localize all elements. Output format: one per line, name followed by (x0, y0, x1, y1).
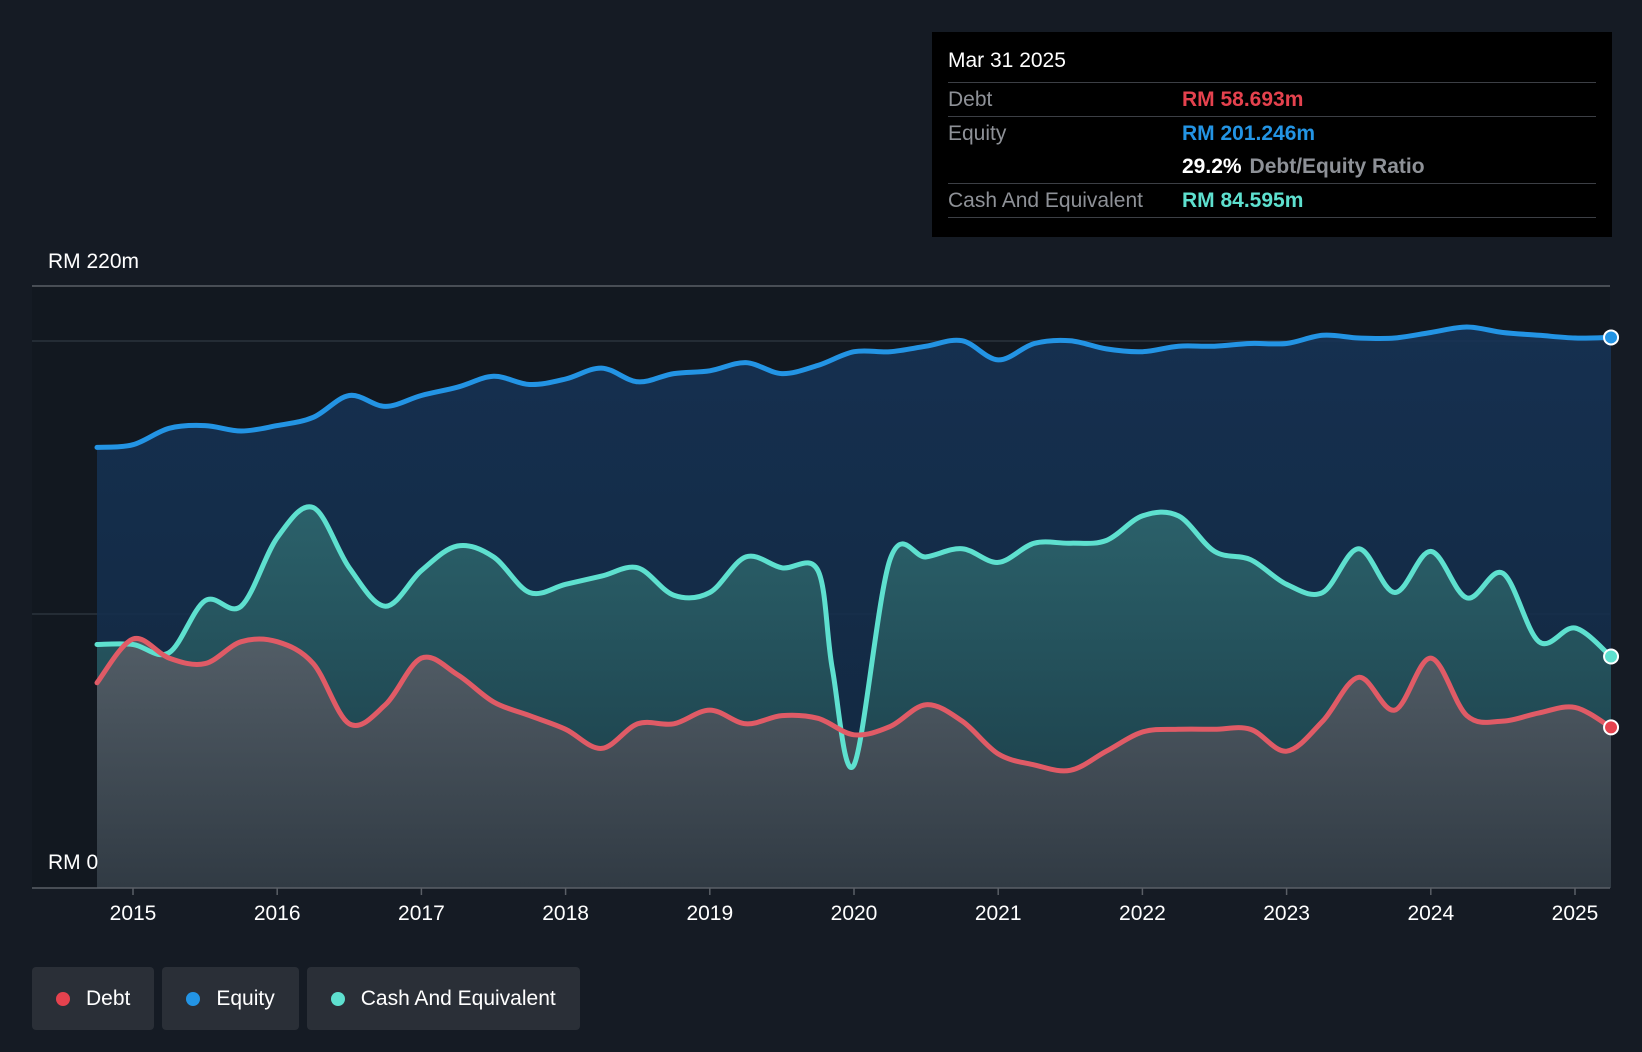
tooltip-debt-value: RM 58.693m (1182, 88, 1304, 111)
cash-and-equivalent-line (94, 504, 1614, 770)
equity-line (94, 324, 1614, 450)
x-tick-label: 2017 (398, 902, 445, 925)
tooltip-cash-row: Cash And Equivalent RM 84.595m (948, 183, 1596, 218)
chart-legend: Debt Equity Cash And Equivalent (32, 967, 588, 1030)
tooltip-cash-value: RM 84.595m (1182, 189, 1304, 212)
tooltip-equity-value: RM 201.246m (1182, 122, 1316, 145)
x-tick-label: 2018 (542, 902, 589, 925)
tooltip-debt-row: Debt RM 58.693m (948, 82, 1596, 116)
tooltip-equity-label: Equity (948, 122, 1007, 145)
legend-cash-label: Cash And Equivalent (360, 986, 556, 1010)
x-tick-label: 2016 (254, 902, 301, 925)
x-tick-label: 2015 (110, 902, 157, 925)
legend-debt-label: Debt (86, 986, 131, 1010)
legend-item-equity[interactable]: Equity (162, 967, 299, 1030)
x-tick-label: 2019 (686, 902, 733, 925)
x-tick-label: 2024 (1407, 902, 1454, 925)
x-tick-label: 2023 (1263, 902, 1310, 925)
tooltip-cash-label: Cash And Equivalent (948, 189, 1143, 212)
tooltip-ratio-spacer (948, 150, 1182, 183)
tooltip-ratio-label: Debt/Equity Ratio (1249, 155, 1425, 178)
x-tick-label: 2021 (975, 902, 1022, 925)
debt-dot-icon (56, 991, 70, 1006)
y-axis-bottom-label: RM 0 (48, 851, 99, 874)
tooltip-date: Mar 31 2025 (948, 49, 1066, 72)
cash-and-equivalent-end-point[interactable] (1603, 648, 1620, 665)
equity-end-point[interactable] (1603, 329, 1620, 346)
legend-item-cash[interactable]: Cash And Equivalent (306, 967, 580, 1030)
x-tick-label: 2022 (1119, 902, 1166, 925)
tooltip-ratio-row: 29.2% Debt/Equity Ratio (948, 150, 1596, 183)
tooltip-equity-row: Equity RM 201.246m (948, 116, 1596, 150)
tooltip-debt-label: Debt (948, 88, 993, 111)
y-axis-top-label: RM 220m (48, 250, 140, 273)
cash-dot-icon (330, 991, 345, 1006)
debt-line (94, 635, 1614, 774)
debt-end-point[interactable] (1603, 719, 1620, 736)
legend-item-debt[interactable]: Debt (32, 967, 155, 1030)
x-tick-label: 2025 (1552, 902, 1599, 925)
equity-dot-icon (186, 991, 201, 1006)
legend-equity-label: Equity (216, 986, 275, 1010)
tooltip-ratio-value: 29.2% (1182, 155, 1242, 178)
x-tick-label: 2020 (831, 902, 878, 925)
chart-tooltip: Mar 31 2025 Debt RM 58.693m Equity RM 20… (932, 32, 1612, 237)
